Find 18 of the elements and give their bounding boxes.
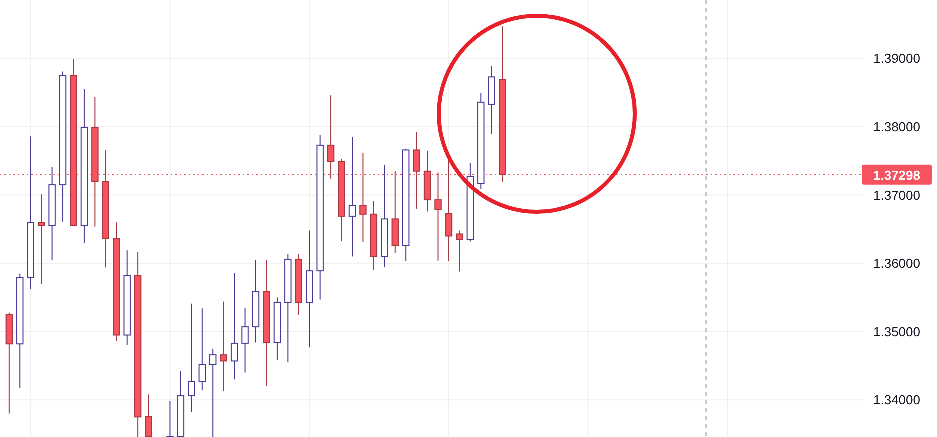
y-tick-label: 1.36000 (874, 256, 920, 272)
candlestick (145, 394, 152, 437)
candlestick (348, 136, 356, 258)
candlestick (198, 308, 206, 392)
candlestick (220, 301, 228, 392)
candlestick (38, 194, 46, 285)
candlestick (210, 348, 217, 437)
candlestick (242, 307, 249, 374)
candlestick (188, 303, 196, 413)
candlestick (166, 400, 174, 437)
y-tick-label: 1.35000 (874, 324, 920, 340)
y-tick-label: 1.34000 (874, 392, 920, 408)
y-tick-label: 1.38000 (874, 120, 920, 135)
ref-line-label: 1.37298 (874, 168, 920, 183)
y-tick-label: 1.39000 (874, 51, 920, 66)
candlestick (230, 272, 238, 380)
y-tick-label: 1.37000 (874, 188, 920, 203)
candlestick (456, 230, 464, 272)
